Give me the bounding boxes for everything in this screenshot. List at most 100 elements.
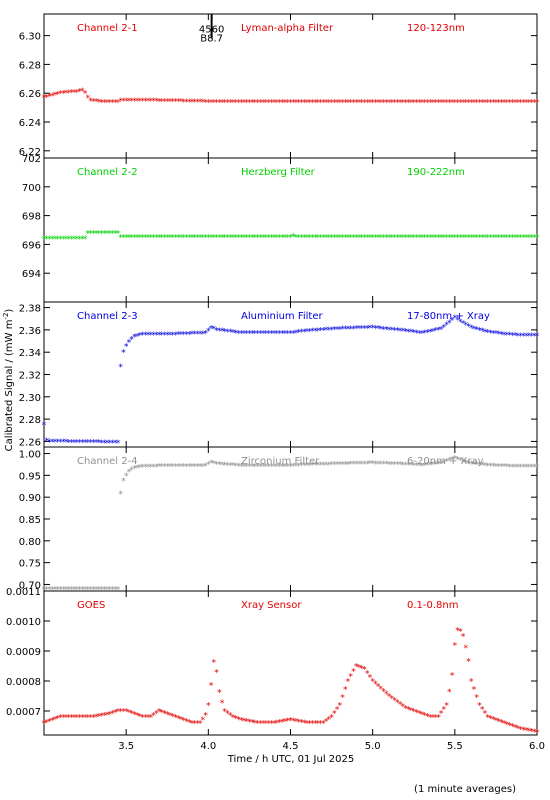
data-point: * [291,98,296,108]
data-point: * [386,326,391,336]
data-point: * [197,462,202,472]
data-point: * [480,327,485,337]
data-point: * [271,720,276,730]
data-point: * [414,234,419,244]
data-point: * [238,234,243,244]
data-point: * [151,331,156,341]
data-point: * [102,229,107,239]
data-point: * [159,97,164,107]
data-point: * [340,98,345,108]
data-point: * [370,324,375,334]
data-point: * [118,97,123,107]
y-axis-label: Calibrated Signal / (mW m-2) [2,309,15,452]
data-point: * [392,697,397,707]
data-point: * [534,729,539,739]
data-point: * [63,585,68,595]
data-point: * [458,318,463,328]
data-point: * [225,710,230,720]
data-point: * [452,454,457,464]
data-point: * [354,98,359,108]
data-point: * [460,633,465,643]
data-point: * [170,331,175,341]
data-point: * [375,234,380,244]
data-point: * [469,460,474,470]
data-point: * [441,706,446,716]
data-point: * [233,715,238,725]
data-point: * [255,462,260,472]
data-point: * [318,327,323,337]
data-point: * [444,321,449,331]
data-point: * [69,438,74,448]
data-point: * [71,714,76,724]
data-point: * [236,98,241,108]
data-point: * [271,98,276,108]
data-point: * [334,325,339,335]
data-point: * [312,98,317,108]
data-point: * [447,688,452,698]
data-point: * [318,98,323,108]
data-point: * [143,97,148,107]
data-point: * [82,90,87,100]
data-point: * [529,463,534,473]
data-point: * [444,458,449,468]
data-point: * [132,711,137,721]
data-point: * [447,457,452,467]
data-point: * [189,462,194,472]
data-point: * [266,720,271,730]
data-point: * [247,98,252,108]
data-point: * [132,97,137,107]
data-point: * [266,462,271,472]
data-point: * [71,585,76,595]
data-point: * [452,98,457,108]
x-tick-label: 5.5 [447,741,463,752]
data-point: * [184,98,189,108]
data-point: * [274,98,279,108]
data-point: * [523,463,528,473]
data-point: * [301,98,306,108]
data-point: * [373,460,378,470]
data-point: * [41,585,46,595]
data-point: * [118,363,123,373]
data-point: * [41,720,46,730]
data-point: * [104,229,109,239]
data-point: * [417,98,422,108]
data-point: * [217,234,222,244]
data-point: * [296,718,301,728]
data-point: * [66,438,71,448]
data-point: * [69,714,74,724]
data-point: * [203,234,208,244]
data-point: * [271,330,276,340]
data-point: * [113,709,118,719]
data-point: * [326,234,331,244]
data-point: * [269,462,274,472]
data-point: * [332,98,337,108]
data-point: * [217,98,222,108]
data-point: * [329,98,334,108]
data-point: * [504,721,509,731]
data-point: * [129,97,134,107]
data-point: * [55,715,60,725]
data-point: * [252,98,257,108]
data-point: * [247,462,252,472]
data-point: * [384,326,389,336]
data-point: * [99,439,104,449]
data-point: * [93,229,98,239]
data-point: * [58,714,63,724]
data-point: * [165,331,170,341]
data-point: * [282,718,287,728]
data-point: * [118,708,123,718]
data-point: * [244,462,249,472]
data-point: * [501,331,506,341]
data-point: * [47,438,52,448]
data-point: * [518,332,523,342]
data-point: * [397,327,402,337]
data-point: * [411,234,416,244]
data-point: * [241,234,246,244]
data-point: * [96,439,101,449]
data-point: * [408,328,413,338]
data-point: * [367,324,372,334]
data-point: * [41,421,46,431]
y-tick-label: 0.75 [19,559,41,570]
data-point: * [88,97,93,107]
filter-label: Lyman-alpha Filter [241,23,334,34]
